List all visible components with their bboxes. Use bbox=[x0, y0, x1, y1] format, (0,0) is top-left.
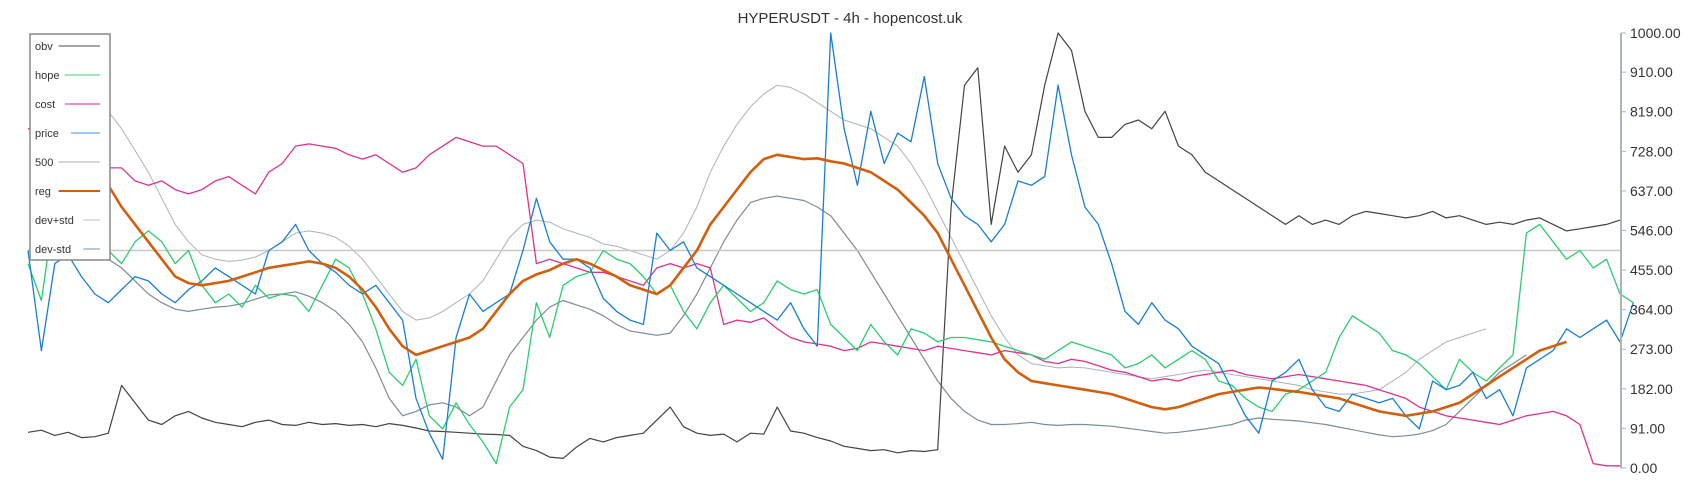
y-tick-label: 910.00 bbox=[1630, 64, 1673, 80]
y-tick-label: 0.00 bbox=[1630, 460, 1657, 476]
series-line-dev-std bbox=[107, 84, 1487, 395]
legend-item-label: 500 bbox=[35, 157, 53, 169]
legend-item-label: hope bbox=[35, 70, 59, 82]
y-tick-label: 455.00 bbox=[1630, 262, 1673, 278]
series-line-obv bbox=[27, 32, 1621, 459]
legend-item-label: obv bbox=[35, 41, 53, 53]
y-tick-label: 273.00 bbox=[1630, 341, 1673, 357]
y-tick-label: 819.00 bbox=[1630, 104, 1673, 120]
legend-item-label: reg bbox=[35, 186, 51, 198]
series-line-dev-std bbox=[107, 195, 1527, 438]
y-tick-label: 637.00 bbox=[1630, 183, 1673, 199]
y-tick-label: 182.00 bbox=[1630, 381, 1673, 397]
series-line-hope bbox=[27, 206, 1634, 465]
y-axis-right: 1000.00 910.00 819.00 728.00 637.00 546.00 455… bbox=[1620, 25, 1681, 476]
y-tick-label: 546.00 bbox=[1630, 222, 1673, 238]
series-line-reg bbox=[107, 153, 1567, 418]
series-layer bbox=[27, 32, 1635, 467]
legend-item-label: dev-std bbox=[35, 244, 71, 256]
y-tick-label: 1000.00 bbox=[1630, 25, 1681, 41]
series-line-price bbox=[27, 32, 1635, 460]
legend-item-label: dev+std bbox=[35, 215, 74, 227]
legend-item-label: price bbox=[35, 128, 59, 140]
legend: obv hope cost price 500 reg dev+std dev-std bbox=[29, 33, 111, 261]
y-tick-label: 728.00 bbox=[1630, 143, 1673, 159]
legend-item-label: cost bbox=[35, 99, 55, 111]
y-tick-label: 364.00 bbox=[1630, 302, 1673, 318]
y-tick-label: 91.00 bbox=[1630, 420, 1665, 436]
series-line-cost bbox=[27, 123, 1620, 467]
chart-title: HYPERUSDT - 4h - hopencost.uk bbox=[737, 10, 963, 27]
